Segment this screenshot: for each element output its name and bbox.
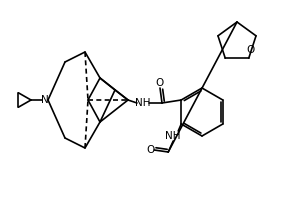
Text: NH: NH [135,98,151,108]
Text: O: O [146,145,154,155]
Text: O: O [246,45,254,55]
Text: O: O [155,78,163,88]
Text: NH: NH [166,131,181,141]
Text: N: N [41,95,49,105]
